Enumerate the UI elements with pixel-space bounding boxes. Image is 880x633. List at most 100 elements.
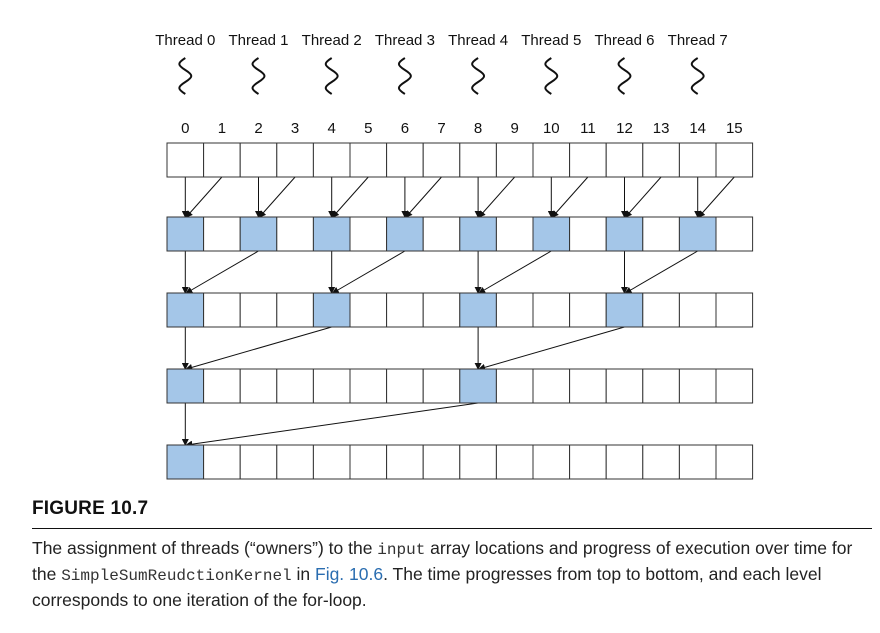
array-cell (678, 292, 717, 328)
thread-squiggle-icon (617, 57, 632, 95)
array-cell-active (459, 216, 497, 252)
array-cell (422, 292, 461, 328)
array-cell (386, 292, 424, 328)
index-label: 4 (328, 120, 336, 137)
thread-squiggle-icon (544, 57, 559, 95)
index-label: 8 (474, 120, 482, 137)
array-cell (312, 444, 351, 480)
array-cell (386, 444, 424, 480)
array-cell (569, 142, 607, 178)
index-label: 10 (543, 120, 560, 137)
array-cell-active (312, 216, 351, 252)
array-cell (678, 444, 717, 480)
array-cell-active (605, 216, 644, 252)
array-cell (532, 292, 571, 328)
thread-squiggle-icon (178, 57, 193, 95)
array-cell (678, 368, 717, 404)
array-cell (203, 292, 241, 328)
array-cell-active (166, 444, 205, 480)
reduction-diagram: Thread 0 Thread 1 Thread 2 Thread 3 Thread 4… (155, 32, 754, 480)
array-cell (495, 216, 534, 252)
thread-squiggle-icon (251, 57, 266, 95)
array-cell (276, 142, 314, 178)
thread-label: Thread 6 (594, 32, 654, 49)
index-labels: 0 1 2 3 4 5 6 7 8 9 10 11 12 13 14 15 (181, 120, 743, 137)
array-cell-active (532, 216, 571, 252)
index-label: 12 (616, 120, 633, 137)
array-cell (312, 368, 351, 404)
array-cell (532, 368, 571, 404)
array-cell (422, 368, 461, 404)
array-cell (495, 142, 534, 178)
array-cell (715, 444, 754, 480)
array-cell (715, 142, 754, 178)
array-cell (642, 368, 680, 404)
figure-caption: FIGURE 10.7 The assignment of threads (“… (32, 498, 872, 612)
figure-label: FIGURE 10.7 (32, 498, 149, 519)
array-cell (166, 142, 205, 178)
arrow (331, 250, 406, 294)
array-cell (495, 368, 534, 404)
arrow (185, 250, 259, 294)
array-levels (166, 142, 754, 480)
array-cell (715, 216, 754, 252)
thread-squiggle-icon (324, 57, 339, 95)
index-label: 0 (181, 120, 189, 137)
array-cell (203, 216, 241, 252)
figure-link[interactable]: Fig. 10.6 (315, 564, 384, 584)
index-label: 14 (689, 120, 706, 137)
array-cell (459, 444, 497, 480)
arrow (624, 250, 698, 294)
index-label: 3 (291, 120, 299, 137)
caption-divider (32, 528, 872, 529)
index-label: 15 (726, 120, 743, 137)
array-cell (349, 444, 388, 480)
array-level (166, 292, 754, 328)
array-cell (239, 368, 278, 404)
thread-squiggles (178, 57, 705, 95)
array-cell (422, 142, 461, 178)
arrow (258, 176, 296, 218)
index-label: 13 (653, 120, 670, 137)
thread-label: Thread 1 (228, 32, 288, 49)
arrow (551, 176, 589, 218)
array-cell (642, 444, 680, 480)
array-cell (203, 368, 241, 404)
arrow (185, 402, 479, 448)
caption-part: . The time progresses from top to bottom… (32, 564, 822, 610)
array-cell (495, 444, 534, 480)
array-cell (569, 368, 607, 404)
caption-part: The assignment of threads (“owners”) to … (32, 538, 378, 558)
index-label: 9 (511, 120, 519, 137)
array-cell (532, 142, 571, 178)
index-label: 1 (218, 120, 226, 137)
arrow (405, 176, 442, 218)
index-label: 2 (254, 120, 262, 137)
array-cell (239, 142, 278, 178)
array-cell-active (166, 216, 205, 252)
array-cell-active (605, 292, 644, 328)
array-cell (459, 142, 497, 178)
array-cell (349, 216, 388, 252)
caption-part: in (291, 564, 315, 584)
array-cell (678, 142, 717, 178)
array-cell (642, 292, 680, 328)
arrow (478, 176, 516, 218)
array-cell (386, 368, 424, 404)
array-cell-active (166, 368, 205, 404)
array-cell (532, 444, 571, 480)
index-label: 6 (401, 120, 409, 137)
array-cell (276, 292, 314, 328)
thread-label: Thread 7 (668, 32, 728, 49)
array-cell (569, 216, 607, 252)
index-label: 11 (580, 120, 596, 137)
array-level (166, 368, 754, 404)
array-cell (569, 444, 607, 480)
array-cell (203, 142, 241, 178)
index-label: 7 (437, 120, 445, 137)
array-cell (203, 444, 241, 480)
thread-label: Thread 5 (521, 32, 581, 49)
array-cell (239, 444, 278, 480)
array-cell (605, 368, 644, 404)
thread-squiggle-icon (690, 57, 705, 95)
